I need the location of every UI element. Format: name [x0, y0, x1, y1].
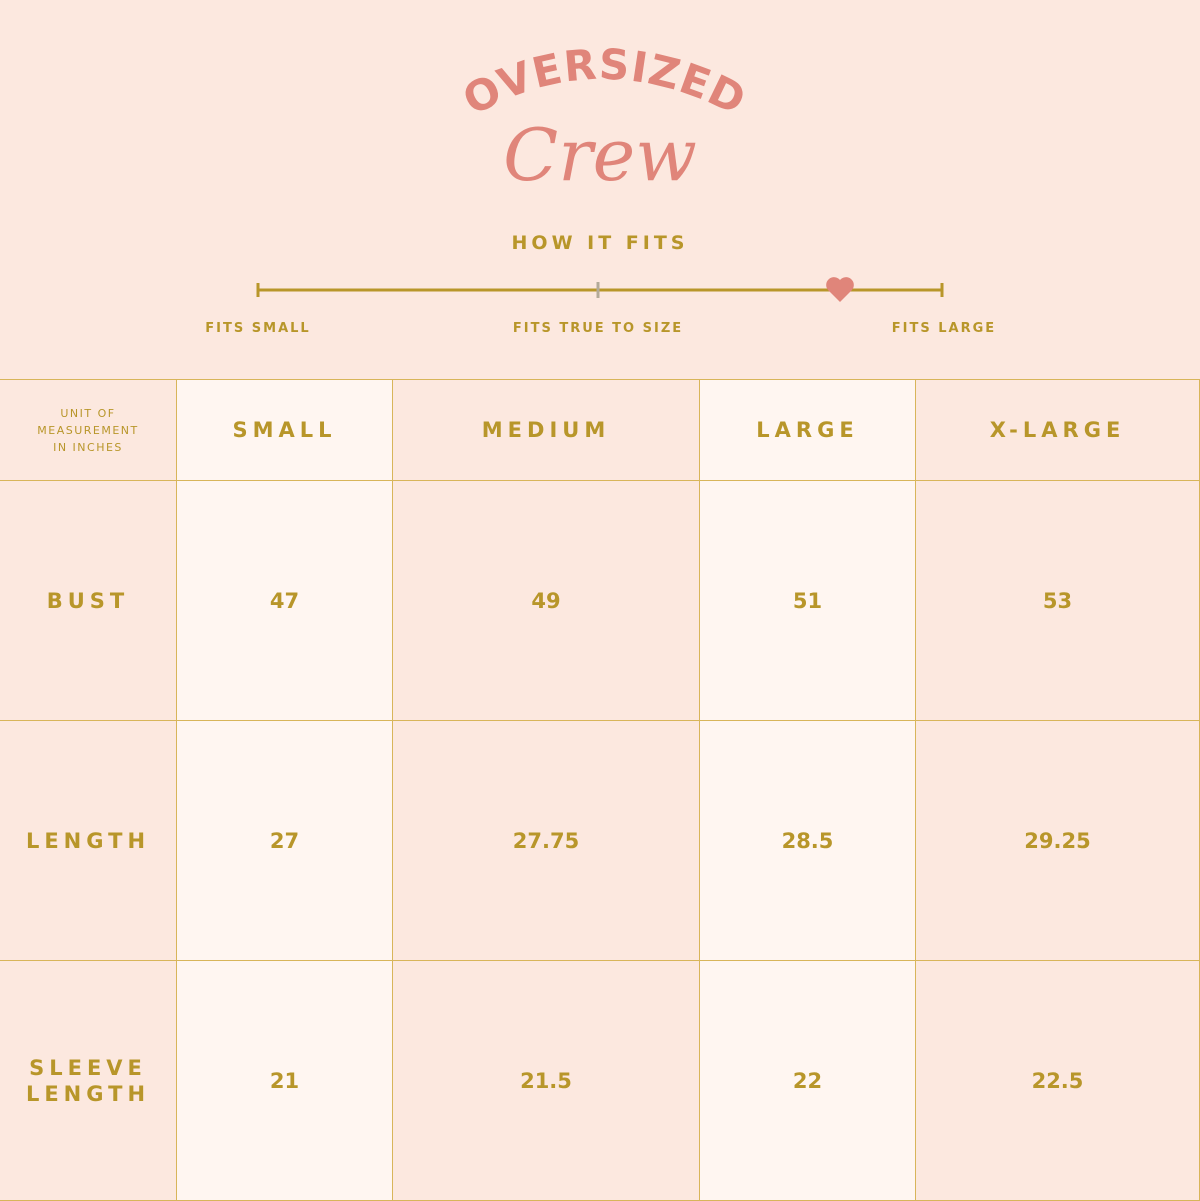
measurement: 29.25 [916, 721, 1200, 961]
fit-label: FITS TRUE TO SIZE [513, 321, 683, 336]
row-label: BUST [0, 481, 177, 721]
measurement: 49 [393, 481, 700, 721]
fit-title: HOW IT FITS [512, 232, 689, 254]
measurement: 28.5 [700, 721, 916, 961]
column-header: SMALL [177, 380, 393, 481]
row-label: LENGTH [0, 721, 177, 961]
fit-heart [826, 277, 854, 302]
column-header: MEDIUM [393, 380, 700, 481]
fit-label: FITS SMALL [205, 321, 310, 336]
measurement: 53 [916, 481, 1200, 721]
column-header: X-LARGE [916, 380, 1200, 481]
header: OVERSIZED Crew HOW IT FITS FITS SMALL FI… [205, 40, 996, 336]
column-header: LARGE [700, 380, 916, 481]
measurement: 22 [700, 961, 916, 1201]
unit-note: UNIT OF MEASUREMENT IN INCHES [0, 380, 177, 481]
fit-label: FITS LARGE [892, 321, 996, 336]
measurement: 21 [177, 961, 393, 1201]
measurement: 47 [177, 481, 393, 721]
subtitle: Crew [503, 113, 697, 197]
measurement: 27 [177, 721, 393, 961]
measurement: 22.5 [916, 961, 1200, 1201]
size-table: UNIT OF MEASUREMENT IN INCHES SMALL MEDIUM… [0, 379, 1200, 1201]
measurement: 51 [700, 481, 916, 721]
measurement: 27.75 [393, 721, 700, 961]
measurement: 21.5 [393, 961, 700, 1201]
row-label: SLEEVE LENGTH [0, 961, 177, 1201]
